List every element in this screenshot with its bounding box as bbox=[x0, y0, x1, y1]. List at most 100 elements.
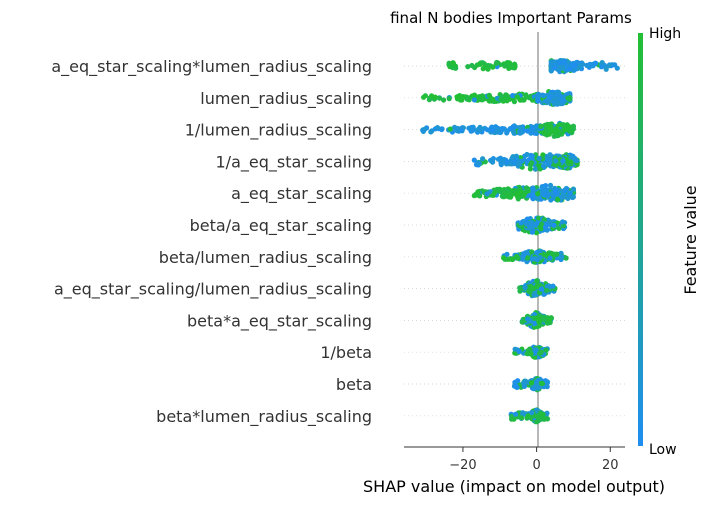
shap-point bbox=[553, 188, 559, 195]
shap-point bbox=[544, 379, 551, 385]
feature-labels: a_eq_star_scaling*lumen_radius_scalinglu… bbox=[51, 57, 372, 427]
shap-point bbox=[507, 96, 513, 102]
shap-point bbox=[559, 254, 565, 260]
shap-point bbox=[434, 125, 440, 131]
shap-point bbox=[421, 94, 427, 100]
shap-point bbox=[498, 96, 504, 102]
shap-point bbox=[553, 158, 559, 164]
shap-point bbox=[563, 185, 570, 192]
shap-point bbox=[494, 59, 500, 66]
shap-point bbox=[541, 317, 548, 323]
shap-point bbox=[547, 255, 553, 261]
shap-point bbox=[504, 130, 510, 136]
shap-point bbox=[532, 166, 539, 172]
shap-point bbox=[446, 96, 452, 102]
x-tick-label: 20 bbox=[602, 458, 619, 473]
shap-point bbox=[528, 287, 534, 293]
shap-point bbox=[535, 191, 541, 197]
shap-point bbox=[506, 65, 512, 71]
shap-point bbox=[593, 60, 599, 66]
shap-point bbox=[512, 379, 518, 385]
colorbar bbox=[638, 33, 643, 446]
shap-point bbox=[499, 126, 505, 132]
shap-point bbox=[504, 159, 510, 165]
shap-point bbox=[471, 97, 477, 103]
shap-point bbox=[559, 193, 566, 200]
shap-point bbox=[540, 411, 546, 418]
shap-point bbox=[479, 93, 486, 99]
shap-point bbox=[428, 129, 434, 135]
shap-point bbox=[517, 285, 523, 291]
shap-point bbox=[522, 153, 528, 159]
shap-point bbox=[475, 160, 481, 166]
shap-point bbox=[426, 97, 432, 103]
x-axis-ticks: −20 0 20 bbox=[449, 447, 619, 473]
shap-point bbox=[565, 95, 571, 101]
shap-point bbox=[603, 66, 609, 72]
feature-label: a_eq_star_scaling/lumen_radius_scaling bbox=[54, 280, 372, 300]
shap-point bbox=[475, 189, 481, 195]
shap-point bbox=[512, 346, 518, 352]
row-guides bbox=[404, 65, 625, 417]
shap-point bbox=[510, 129, 517, 135]
shap-point bbox=[446, 60, 452, 66]
shap-point bbox=[570, 194, 577, 200]
shap-point bbox=[538, 286, 545, 292]
shap-point bbox=[524, 185, 530, 191]
shap-point bbox=[547, 219, 553, 225]
shap-point bbox=[517, 124, 523, 130]
shap-point bbox=[554, 251, 560, 257]
shap-point bbox=[515, 191, 521, 197]
shap-point bbox=[547, 158, 553, 164]
shap-point bbox=[538, 349, 544, 355]
shap-point bbox=[567, 190, 573, 196]
shap-point bbox=[480, 97, 486, 103]
shap-point bbox=[547, 182, 554, 188]
feature-label: a_eq_star_scaling*lumen_radius_scaling bbox=[51, 57, 372, 77]
shap-point bbox=[529, 410, 535, 416]
shap-point bbox=[563, 127, 569, 133]
shap-point bbox=[538, 380, 544, 386]
shap-point bbox=[544, 287, 550, 293]
shap-point bbox=[539, 221, 545, 227]
shap-point bbox=[507, 126, 513, 132]
shap-point bbox=[560, 64, 566, 70]
shap-point bbox=[547, 317, 553, 323]
shap-point bbox=[429, 93, 435, 99]
shap-point bbox=[500, 159, 506, 165]
shap-point bbox=[530, 192, 536, 198]
shap-point bbox=[495, 127, 501, 133]
shap-point bbox=[519, 158, 525, 164]
shap-point bbox=[534, 278, 540, 284]
shap-point bbox=[567, 66, 573, 72]
shap-point bbox=[504, 187, 510, 193]
shap-point bbox=[519, 319, 525, 325]
shap-point bbox=[544, 410, 550, 416]
chart-title: final N bodies Important Params bbox=[390, 9, 632, 27]
shap-point bbox=[518, 220, 524, 226]
shap-point bbox=[513, 411, 519, 417]
feature-label: lumen_radius_scaling bbox=[200, 89, 372, 109]
feature-label: beta*a_eq_star_scaling bbox=[187, 311, 372, 331]
shap-point bbox=[547, 152, 553, 158]
shap-point bbox=[535, 220, 541, 226]
shap-point bbox=[555, 197, 561, 203]
shap-point bbox=[471, 157, 477, 163]
x-tick-label: 0 bbox=[532, 458, 540, 473]
shap-point bbox=[517, 97, 524, 103]
shap-point bbox=[534, 283, 540, 289]
shap-point bbox=[420, 127, 426, 133]
shap-point bbox=[537, 254, 543, 261]
feature-label: beta/a_eq_star_scaling bbox=[190, 216, 372, 236]
shap-point bbox=[536, 155, 542, 161]
shap-point bbox=[454, 94, 460, 100]
shap-point bbox=[436, 95, 442, 101]
shap-point bbox=[471, 193, 477, 199]
shap-point bbox=[469, 93, 475, 99]
shap-point bbox=[521, 192, 527, 198]
shap-point bbox=[533, 230, 540, 236]
shap-point bbox=[477, 61, 483, 67]
feature-label: beta bbox=[336, 375, 372, 394]
shap-point bbox=[548, 60, 554, 66]
